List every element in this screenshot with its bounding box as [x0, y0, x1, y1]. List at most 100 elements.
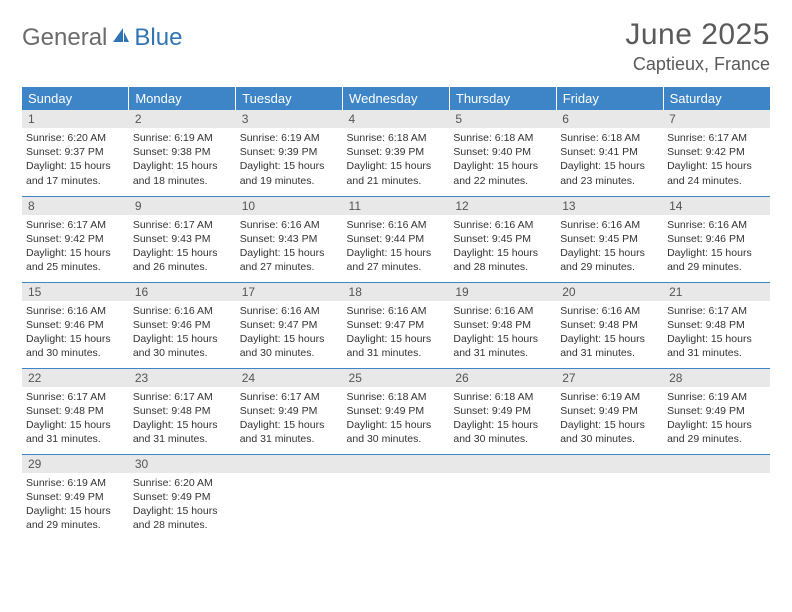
- daylight-line: Daylight: 15 hours and 31 minutes.: [240, 418, 339, 446]
- day-details: Sunrise: 6:17 AMSunset: 9:49 PMDaylight:…: [236, 387, 343, 451]
- calendar-row: 29Sunrise: 6:19 AMSunset: 9:49 PMDayligh…: [22, 454, 770, 540]
- daylight-line: Daylight: 15 hours and 30 minutes.: [26, 332, 125, 360]
- day-number: 9: [129, 197, 236, 215]
- sunset-line: Sunset: 9:46 PM: [133, 318, 232, 332]
- sunrise-line: Sunrise: 6:19 AM: [560, 390, 659, 404]
- calendar-cell: 28Sunrise: 6:19 AMSunset: 9:49 PMDayligh…: [663, 368, 770, 454]
- calendar-cell: 30Sunrise: 6:20 AMSunset: 9:49 PMDayligh…: [129, 454, 236, 540]
- sunset-line: Sunset: 9:46 PM: [26, 318, 125, 332]
- calendar-cell: 20Sunrise: 6:16 AMSunset: 9:48 PMDayligh…: [556, 282, 663, 368]
- day-details: Sunrise: 6:19 AMSunset: 9:49 PMDaylight:…: [663, 387, 770, 451]
- logo-text-general: General: [22, 24, 107, 52]
- calendar-cell: 13Sunrise: 6:16 AMSunset: 9:45 PMDayligh…: [556, 196, 663, 282]
- sunrise-line: Sunrise: 6:17 AM: [667, 131, 766, 145]
- month-title: June 2025: [625, 18, 770, 52]
- daylight-line: Daylight: 15 hours and 25 minutes.: [26, 246, 125, 274]
- daylight-line: Daylight: 15 hours and 28 minutes.: [133, 504, 232, 532]
- daylight-line: Daylight: 15 hours and 31 minutes.: [347, 332, 446, 360]
- calendar-cell: 7Sunrise: 6:17 AMSunset: 9:42 PMDaylight…: [663, 110, 770, 196]
- day-details: Sunrise: 6:18 AMSunset: 9:40 PMDaylight:…: [449, 128, 556, 192]
- day-details: Sunrise: 6:19 AMSunset: 9:38 PMDaylight:…: [129, 128, 236, 192]
- weekday-header: Tuesday: [236, 87, 343, 110]
- calendar-cell: 27Sunrise: 6:19 AMSunset: 9:49 PMDayligh…: [556, 368, 663, 454]
- daylight-line: Daylight: 15 hours and 31 minutes.: [133, 418, 232, 446]
- sunset-line: Sunset: 9:48 PM: [560, 318, 659, 332]
- sunrise-line: Sunrise: 6:20 AM: [133, 476, 232, 490]
- day-details: Sunrise: 6:16 AMSunset: 9:48 PMDaylight:…: [556, 301, 663, 365]
- day-number: 21: [663, 283, 770, 301]
- sunrise-line: Sunrise: 6:17 AM: [133, 390, 232, 404]
- calendar-cell: 24Sunrise: 6:17 AMSunset: 9:49 PMDayligh…: [236, 368, 343, 454]
- daylight-line: Daylight: 15 hours and 26 minutes.: [133, 246, 232, 274]
- day-number: 22: [22, 369, 129, 387]
- day-details: Sunrise: 6:18 AMSunset: 9:41 PMDaylight:…: [556, 128, 663, 192]
- day-details: Sunrise: 6:17 AMSunset: 9:42 PMDaylight:…: [22, 215, 129, 279]
- sunset-line: Sunset: 9:49 PM: [26, 490, 125, 504]
- sunrise-line: Sunrise: 6:16 AM: [26, 304, 125, 318]
- calendar-cell: 2Sunrise: 6:19 AMSunset: 9:38 PMDaylight…: [129, 110, 236, 196]
- sunset-line: Sunset: 9:43 PM: [240, 232, 339, 246]
- sunset-line: Sunset: 9:49 PM: [347, 404, 446, 418]
- sunrise-line: Sunrise: 6:17 AM: [240, 390, 339, 404]
- sunrise-line: Sunrise: 6:17 AM: [26, 390, 125, 404]
- calendar-cell: 14Sunrise: 6:16 AMSunset: 9:46 PMDayligh…: [663, 196, 770, 282]
- daylight-line: Daylight: 15 hours and 21 minutes.: [347, 159, 446, 187]
- calendar-cell: 19Sunrise: 6:16 AMSunset: 9:48 PMDayligh…: [449, 282, 556, 368]
- calendar-row: 1Sunrise: 6:20 AMSunset: 9:37 PMDaylight…: [22, 110, 770, 196]
- sunset-line: Sunset: 9:40 PM: [453, 145, 552, 159]
- calendar-cell: [663, 454, 770, 540]
- sunset-line: Sunset: 9:49 PM: [240, 404, 339, 418]
- page-header: General Blue June 2025 Captieux, France: [22, 18, 770, 75]
- day-number: 27: [556, 369, 663, 387]
- day-number: 18: [343, 283, 450, 301]
- location-label: Captieux, France: [625, 54, 770, 75]
- calendar-cell: [556, 454, 663, 540]
- calendar-row: 8Sunrise: 6:17 AMSunset: 9:42 PMDaylight…: [22, 196, 770, 282]
- daylight-line: Daylight: 15 hours and 23 minutes.: [560, 159, 659, 187]
- day-number: 4: [343, 110, 450, 128]
- day-details: Sunrise: 6:20 AMSunset: 9:37 PMDaylight:…: [22, 128, 129, 192]
- day-details: Sunrise: 6:17 AMSunset: 9:48 PMDaylight:…: [129, 387, 236, 451]
- title-block: June 2025 Captieux, France: [625, 18, 770, 75]
- sunset-line: Sunset: 9:48 PM: [453, 318, 552, 332]
- sunset-line: Sunset: 9:48 PM: [133, 404, 232, 418]
- daylight-line: Daylight: 15 hours and 30 minutes.: [240, 332, 339, 360]
- day-number: 2: [129, 110, 236, 128]
- day-number: 29: [22, 455, 129, 473]
- daylight-line: Daylight: 15 hours and 27 minutes.: [240, 246, 339, 274]
- sunrise-line: Sunrise: 6:16 AM: [560, 304, 659, 318]
- sunset-line: Sunset: 9:45 PM: [453, 232, 552, 246]
- calendar-cell: 21Sunrise: 6:17 AMSunset: 9:48 PMDayligh…: [663, 282, 770, 368]
- day-details: Sunrise: 6:16 AMSunset: 9:43 PMDaylight:…: [236, 215, 343, 279]
- day-number-empty: [556, 455, 663, 473]
- sunset-line: Sunset: 9:47 PM: [240, 318, 339, 332]
- sunset-line: Sunset: 9:48 PM: [26, 404, 125, 418]
- day-number: 1: [22, 110, 129, 128]
- sunrise-line: Sunrise: 6:18 AM: [347, 131, 446, 145]
- daylight-line: Daylight: 15 hours and 30 minutes.: [453, 418, 552, 446]
- sunrise-line: Sunrise: 6:19 AM: [667, 390, 766, 404]
- calendar-cell: 18Sunrise: 6:16 AMSunset: 9:47 PMDayligh…: [343, 282, 450, 368]
- day-number-empty: [449, 455, 556, 473]
- weekday-header: Sunday: [22, 87, 129, 110]
- daylight-line: Daylight: 15 hours and 30 minutes.: [560, 418, 659, 446]
- sunrise-line: Sunrise: 6:19 AM: [133, 131, 232, 145]
- logo: General Blue: [22, 18, 182, 52]
- calendar-cell: 6Sunrise: 6:18 AMSunset: 9:41 PMDaylight…: [556, 110, 663, 196]
- calendar-cell: 25Sunrise: 6:18 AMSunset: 9:49 PMDayligh…: [343, 368, 450, 454]
- sunrise-line: Sunrise: 6:18 AM: [453, 131, 552, 145]
- calendar-cell: 4Sunrise: 6:18 AMSunset: 9:39 PMDaylight…: [343, 110, 450, 196]
- calendar-table: Sunday Monday Tuesday Wednesday Thursday…: [22, 87, 770, 540]
- day-details: Sunrise: 6:17 AMSunset: 9:48 PMDaylight:…: [22, 387, 129, 451]
- day-number: 16: [129, 283, 236, 301]
- day-number: 28: [663, 369, 770, 387]
- sunrise-line: Sunrise: 6:17 AM: [26, 218, 125, 232]
- daylight-line: Daylight: 15 hours and 19 minutes.: [240, 159, 339, 187]
- day-number-empty: [343, 455, 450, 473]
- day-details: Sunrise: 6:19 AMSunset: 9:39 PMDaylight:…: [236, 128, 343, 192]
- day-details: Sunrise: 6:16 AMSunset: 9:45 PMDaylight:…: [449, 215, 556, 279]
- day-number: 25: [343, 369, 450, 387]
- day-details: Sunrise: 6:16 AMSunset: 9:45 PMDaylight:…: [556, 215, 663, 279]
- day-details: Sunrise: 6:16 AMSunset: 9:47 PMDaylight:…: [343, 301, 450, 365]
- logo-sail-icon: [111, 26, 131, 51]
